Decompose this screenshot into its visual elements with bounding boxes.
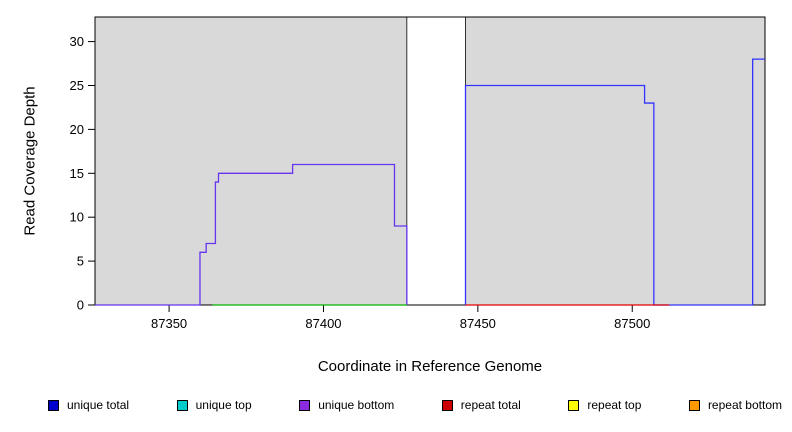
legend-label: unique top [195, 398, 252, 412]
reference-gap [406, 16, 466, 306]
legend-label: unique bottom [318, 398, 395, 412]
y-tick-label: 15 [70, 166, 84, 181]
legend-label: repeat top [587, 398, 642, 412]
legend-swatch-unique-top [176, 399, 188, 411]
legend: unique total unique top unique bottom repea… [48, 398, 782, 412]
x-tick-label: 87400 [305, 316, 341, 331]
series-unique-bottom-coverage [95, 163, 408, 306]
y-tick-label: 20 [70, 122, 84, 137]
y-tick-label: 30 [70, 34, 84, 49]
x-tick-label: 87350 [151, 316, 187, 331]
covered-region-right [465, 17, 765, 305]
coverage-plot-canvas: 0 5 10 15 20 25 30 87350 87400 87450 87500 [70, 16, 766, 331]
legend-swatch-repeat-total [441, 399, 453, 411]
legend-label: unique total [67, 398, 130, 412]
legend-item-unique-top: unique top [176, 398, 252, 412]
legend-label: repeat total [460, 398, 521, 412]
legend-swatch-unique-bottom [299, 399, 311, 411]
legend-swatch-repeat-top [568, 399, 580, 411]
series-unique-total-coverage [464, 58, 765, 306]
plot-frame [94, 16, 766, 306]
y-tick-label: 10 [70, 210, 84, 225]
legend-swatch-repeat-bottom [688, 399, 700, 411]
x-axis-title: Coordinate in Reference Genome [317, 358, 543, 375]
y-tick-label: 5 [77, 254, 84, 269]
y-tick-label: 0 [77, 298, 84, 313]
y-axis-title: Read Coverage Depth [21, 86, 39, 236]
legend-item-repeat-total: repeat total [441, 398, 521, 412]
legend-label: repeat bottom [707, 398, 782, 412]
legend-item-repeat-bottom: repeat bottom [688, 398, 782, 412]
legend-swatch-unique-total [48, 399, 59, 411]
x-tick-label: 87500 [614, 316, 650, 331]
y-tick-label: 25 [70, 78, 84, 93]
legend-item-unique-total: unique total [48, 398, 129, 412]
legend-item-repeat-top: repeat top [568, 398, 641, 412]
legend-item-unique-bottom: unique bottom [299, 398, 394, 412]
covered-region-left [95, 17, 407, 305]
x-tick-label: 87450 [460, 316, 496, 331]
